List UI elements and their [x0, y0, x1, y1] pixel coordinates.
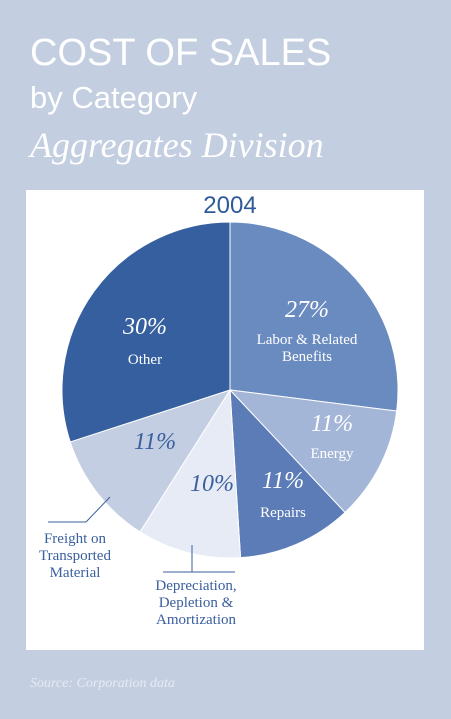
source: Source: Corporation data: [30, 676, 175, 691]
category-label: Labor & Related Benefits: [256, 332, 358, 365]
category-label: Depreciation, Depletion & Amortization: [155, 578, 237, 628]
pie-slice: [229, 221, 399, 412]
category-label: Freight on Transported Material: [39, 531, 111, 581]
pie-slice: [61, 221, 231, 443]
value-label: 11%: [261, 468, 305, 494]
value-label: 11%: [310, 411, 354, 437]
pie-slice: [69, 389, 232, 533]
year: 2004: [203, 192, 256, 219]
value-label: 11%: [133, 429, 177, 455]
division: Aggregates Division: [30, 125, 324, 165]
pie-slice: [229, 388, 346, 559]
category-label: Other: [127, 352, 163, 368]
pie: [61, 221, 399, 559]
subtitle: by Category: [30, 80, 198, 115]
category-label: Energy: [310, 446, 354, 462]
leader-line: [85, 496, 111, 523]
value-label: 30%: [123, 314, 167, 340]
title: COST OF SALES: [30, 32, 332, 74]
value-label: 10%: [190, 471, 234, 497]
pie-slice: [139, 388, 242, 559]
category-label: Repairs: [260, 505, 306, 521]
pie-slice: [228, 389, 398, 514]
value-label: 27%: [285, 297, 329, 323]
